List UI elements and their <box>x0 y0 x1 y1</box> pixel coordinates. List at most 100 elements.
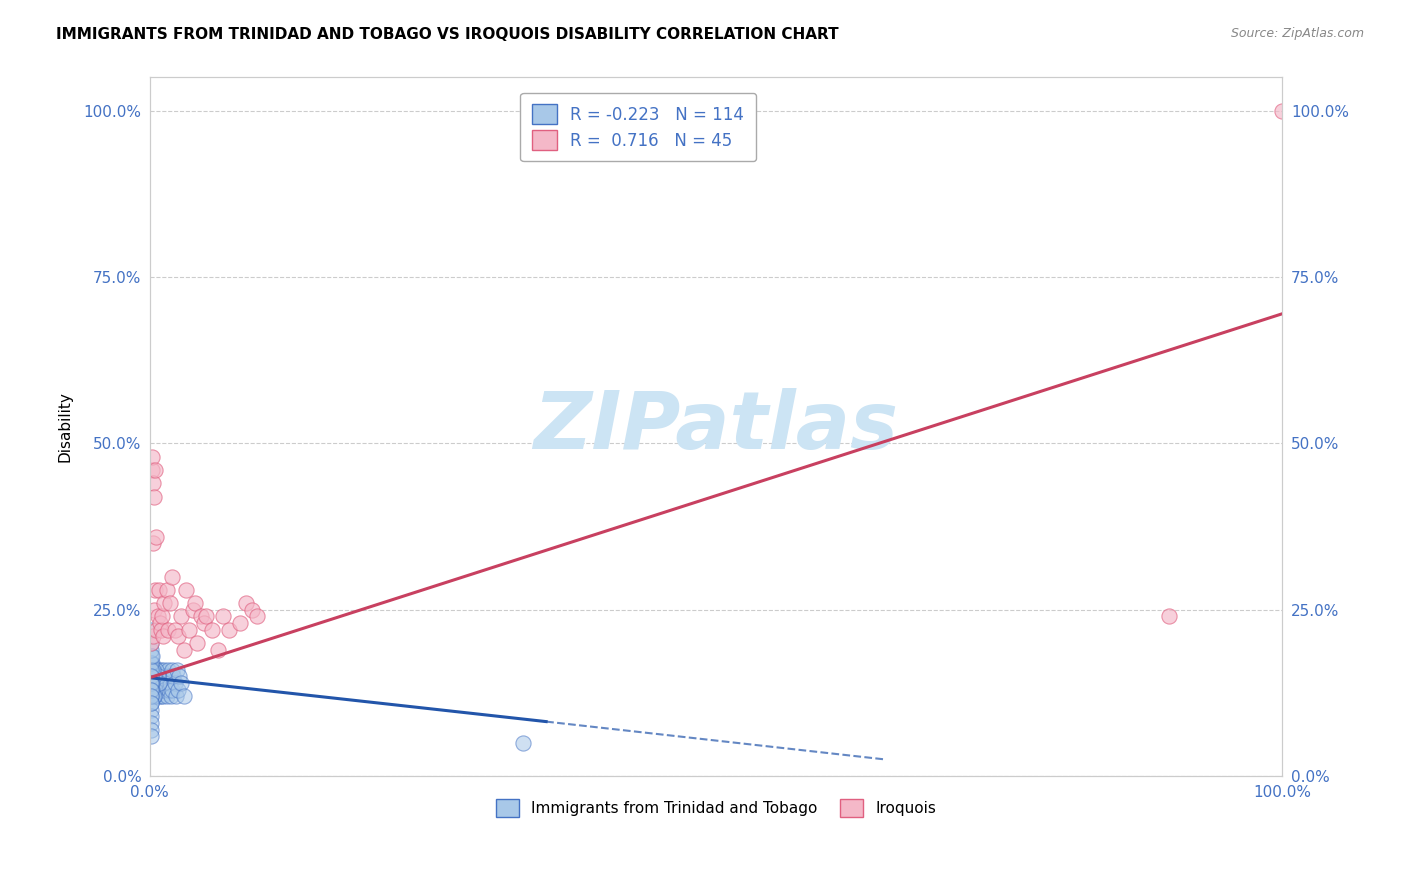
Point <box>139 682 162 697</box>
Point <box>143 690 166 704</box>
Point <box>139 663 162 677</box>
Point <box>142 690 165 704</box>
Point <box>141 669 163 683</box>
Point <box>142 682 165 697</box>
Point <box>173 690 195 704</box>
Point <box>141 682 163 697</box>
Point <box>174 582 197 597</box>
Point <box>143 669 166 683</box>
Point <box>141 669 163 683</box>
Point <box>142 663 165 677</box>
Point <box>143 676 166 690</box>
Point <box>145 690 167 704</box>
Point <box>146 609 169 624</box>
Point <box>150 669 173 683</box>
Point <box>142 690 165 704</box>
Point <box>149 663 172 677</box>
Point <box>139 676 162 690</box>
Point <box>141 676 163 690</box>
Point <box>141 656 163 670</box>
Point <box>141 682 163 697</box>
Point <box>143 682 166 697</box>
Point <box>148 582 170 597</box>
Point <box>139 682 162 697</box>
Point <box>153 663 176 677</box>
Point <box>179 623 201 637</box>
Point <box>190 609 212 624</box>
Point <box>143 463 166 477</box>
Point <box>149 623 172 637</box>
Point <box>139 669 162 683</box>
Point <box>246 609 269 624</box>
Point <box>153 596 176 610</box>
Point <box>142 682 165 697</box>
Point <box>159 596 181 610</box>
Point <box>142 676 165 690</box>
Point <box>139 715 162 730</box>
Point <box>139 669 162 683</box>
Point <box>142 669 165 683</box>
Point <box>159 676 181 690</box>
Point <box>143 582 166 597</box>
Point <box>155 669 177 683</box>
Point <box>167 682 190 697</box>
Point <box>139 663 162 677</box>
Point <box>207 642 229 657</box>
Point <box>159 669 181 683</box>
Point <box>160 690 183 704</box>
Point <box>141 463 163 477</box>
Point <box>149 690 172 704</box>
Point <box>141 690 163 704</box>
Point <box>141 690 163 704</box>
Point <box>142 663 165 677</box>
Point <box>181 603 204 617</box>
Point <box>146 682 169 697</box>
Point <box>142 676 165 690</box>
Point <box>139 669 162 683</box>
Point <box>145 669 167 683</box>
Point <box>146 669 169 683</box>
Point <box>139 703 162 717</box>
Point <box>141 663 163 677</box>
Point <box>145 623 167 637</box>
Point <box>139 696 162 710</box>
Point <box>139 723 162 737</box>
Point <box>195 609 218 624</box>
Point <box>145 663 167 677</box>
Point <box>139 676 162 690</box>
Point <box>1271 103 1294 118</box>
Point <box>139 690 162 704</box>
Point <box>218 623 240 637</box>
Point <box>143 676 166 690</box>
Point <box>240 603 263 617</box>
Point <box>141 676 163 690</box>
Point <box>139 690 162 704</box>
Point <box>157 682 180 697</box>
Point <box>173 642 195 657</box>
Point <box>152 690 174 704</box>
Point <box>184 596 207 610</box>
Point <box>139 642 162 657</box>
Point <box>143 663 166 677</box>
Point <box>145 530 167 544</box>
Point <box>143 669 166 683</box>
Point <box>141 450 163 464</box>
Point <box>145 682 167 697</box>
Point <box>141 669 163 683</box>
Point <box>142 476 165 491</box>
Point <box>170 676 193 690</box>
Point <box>167 669 190 683</box>
Point <box>139 636 162 650</box>
Point <box>150 682 173 697</box>
Point <box>212 609 235 624</box>
Point <box>229 616 252 631</box>
Point <box>139 696 162 710</box>
Point <box>143 690 166 704</box>
Point <box>142 536 165 550</box>
Point <box>162 669 184 683</box>
Point <box>139 676 162 690</box>
Point <box>139 676 162 690</box>
Point <box>143 669 166 683</box>
Point <box>163 676 186 690</box>
Point <box>150 609 173 624</box>
